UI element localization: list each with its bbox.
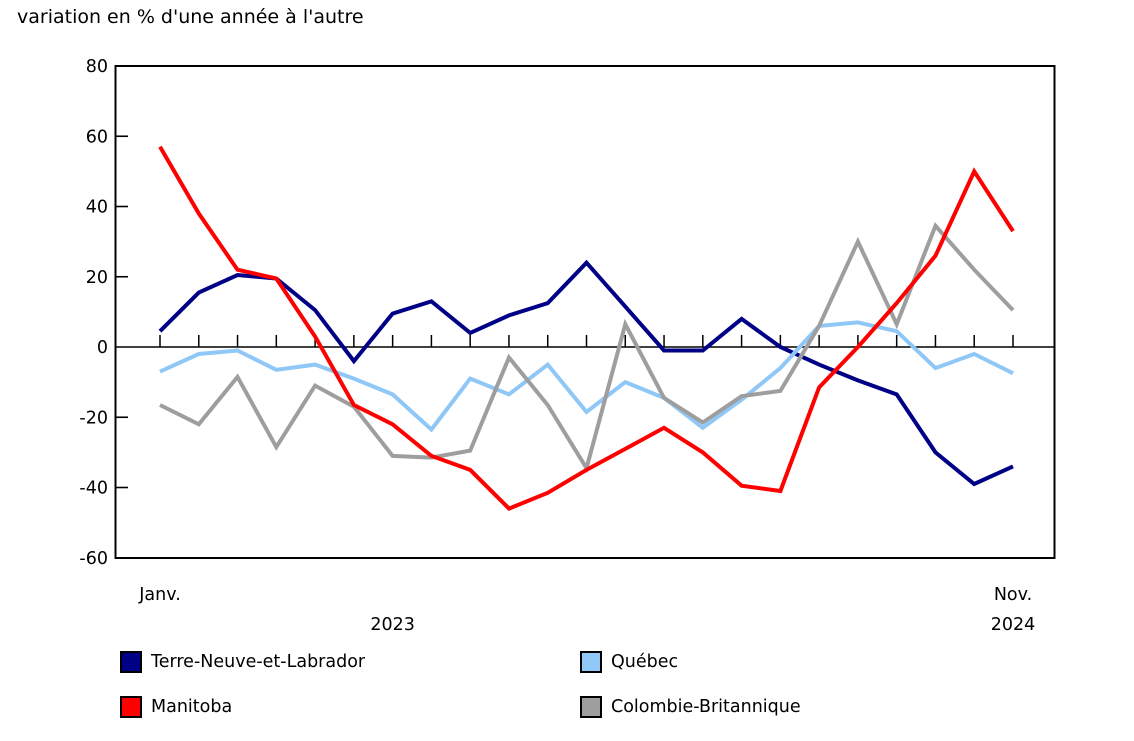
y-tick-label: 60 — [86, 127, 108, 147]
y-tick-label: 0 — [97, 338, 108, 358]
chart-title: variation en % d'une année à l'autre — [17, 6, 364, 28]
series-line-manitoba — [158, 145, 1015, 511]
y-tick-label: -20 — [79, 408, 108, 428]
plot-frame — [114, 65, 1056, 559]
y-tick-label: 80 — [86, 57, 108, 77]
series-line-terre-neuve-et-labrador — [158, 259, 1014, 487]
x-axis-end-label: Nov. — [994, 585, 1032, 605]
y-tick-label: 40 — [86, 198, 108, 218]
y-tick-label: 20 — [86, 268, 108, 288]
y-tick-label: -40 — [79, 479, 108, 499]
y-tick-label: -60 — [79, 549, 108, 569]
x-axis-start-label: Janv. — [138, 585, 181, 605]
series-line-qu-bec — [159, 320, 1014, 433]
x-axis-year-2024: 2024 — [991, 615, 1036, 635]
x-axis-year-2023: 2023 — [370, 615, 415, 635]
